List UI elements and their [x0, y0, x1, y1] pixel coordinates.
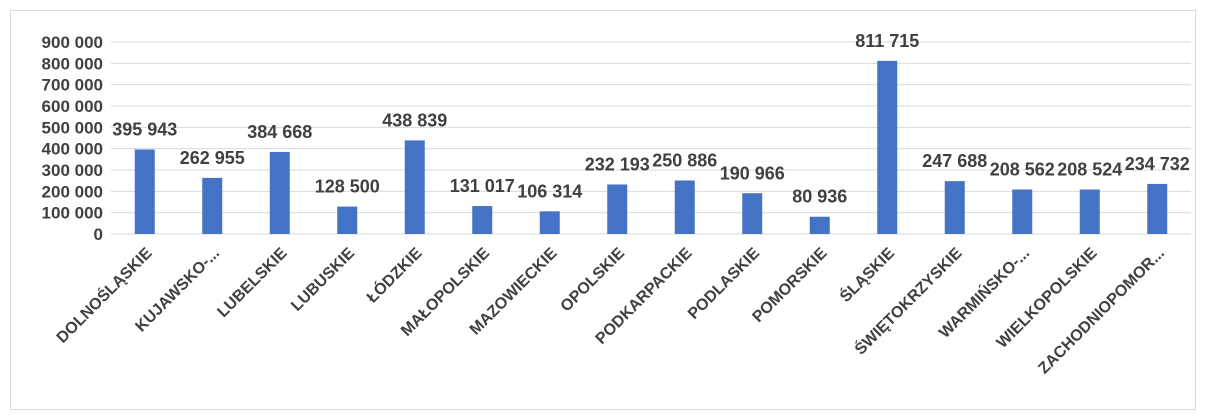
category-label: OPOLSKIE: [558, 245, 629, 316]
gridlines: [111, 41, 1191, 235]
data-label: 262 955: [180, 148, 245, 168]
y-tick-label: 0: [94, 225, 103, 244]
bar: [269, 151, 290, 234]
bar: [674, 180, 695, 234]
category-label: LUBUSKIE: [288, 245, 358, 315]
data-label: 395 943: [112, 120, 177, 140]
data-label: 128 500: [315, 177, 380, 197]
y-tick-label: 300 000: [42, 161, 103, 180]
category-label: ŚLĄSKIE: [836, 243, 899, 306]
bar: [877, 60, 898, 234]
bar: [404, 140, 425, 234]
data-label: 131 017: [450, 176, 515, 196]
y-tick-label: 600 000: [42, 97, 103, 116]
data-label: 190 966: [720, 163, 785, 183]
bar: [742, 193, 763, 234]
bar: [1147, 183, 1168, 234]
chart-area: 0 100 000 200 000 300 000 400 000 500 000 600 …: [10, 10, 1196, 410]
y-tick-label: 400 000: [42, 140, 103, 159]
bar: [202, 177, 223, 234]
bar: [1012, 189, 1033, 234]
data-label: 234 732: [1125, 154, 1190, 174]
y-tick-label: 900 000: [42, 33, 103, 52]
bars: [134, 60, 1168, 234]
bar: [539, 211, 560, 234]
bar: [134, 149, 155, 234]
data-label: 811 715: [855, 31, 919, 51]
bar: [809, 216, 830, 234]
category-label: LUBELSKIE: [214, 245, 290, 321]
data-label: 208 524: [1057, 160, 1122, 180]
bar: [337, 206, 358, 234]
bar: [607, 184, 628, 234]
data-label: 438 839: [382, 110, 447, 130]
y-tick-label: 700 000: [42, 76, 103, 95]
bar: [472, 206, 493, 234]
data-label: 106 314: [517, 181, 582, 201]
category-labels: DOLNOŚLĄSKIEKUJAWSKO-...LUBELSKIELUBUSKI…: [52, 243, 1168, 377]
data-label: 250 886: [652, 150, 717, 170]
data-label: 247 688: [922, 151, 987, 171]
y-tick-label: 200 000: [42, 182, 103, 201]
bar-chart: 0 100 000 200 000 300 000 400 000 500 000 600 …: [42, 31, 1191, 378]
category-label: ŁÓDZKIE: [362, 243, 425, 306]
y-tick-label: 500 000: [42, 118, 103, 137]
data-label: 208 562: [990, 160, 1055, 180]
category-label: ZACHODNIOPOMOR...: [1035, 245, 1168, 378]
y-tick-label: 800 000: [42, 54, 103, 73]
data-label: 232 193: [585, 154, 650, 174]
bar: [944, 181, 965, 234]
bar: [1079, 189, 1100, 234]
y-axis-tick-labels: 0 100 000 200 000 300 000 400 000 500 000 600 …: [42, 33, 103, 244]
data-label: 80 936: [792, 187, 847, 207]
y-tick-label: 100 000: [42, 204, 103, 223]
data-label: 384 668: [247, 122, 312, 142]
